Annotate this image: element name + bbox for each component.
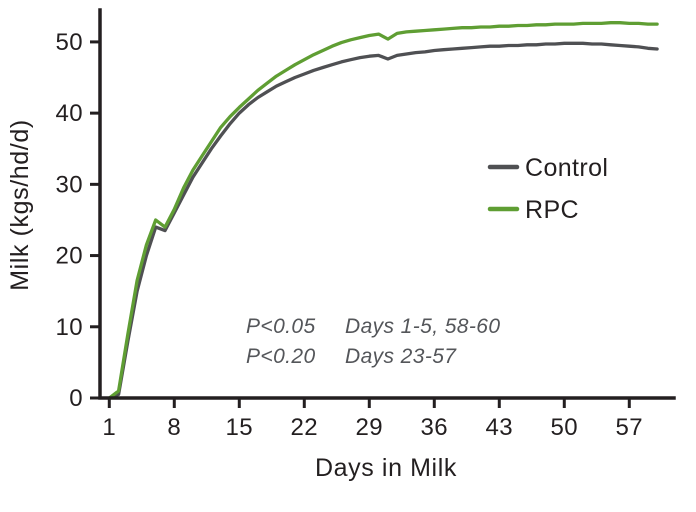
x-tick-label: 36 [421, 414, 449, 441]
annotation-pvalue-1: P<0.05 [246, 315, 316, 338]
x-tick-label: 43 [486, 414, 514, 441]
legend-label-control: Control [525, 154, 608, 182]
legend-label-rpc: RPC [525, 196, 579, 224]
y-tick-label: 0 [69, 385, 83, 412]
annotation-pvalue-2: P<0.20 [246, 345, 316, 368]
y-tick-label: 40 [56, 100, 84, 127]
y-tick-label: 20 [56, 243, 84, 270]
series-layer [107, 21, 659, 400]
x-tick-label: 29 [356, 414, 384, 441]
x-tick-label: 57 [616, 414, 644, 441]
ticks-layer: 1 8 15 22 29 36 43 50 57 0 10 20 30 40 50 [56, 29, 644, 441]
annotations: P<0.05 Days 1-5, 58-60 P<0.20 Days 23-57 [246, 315, 500, 368]
annotation-days-1: Days 1-5, 58-60 [345, 315, 500, 338]
control-line [107, 41, 659, 400]
axes [98, 8, 676, 400]
y-axis-label: Milk (kgs/hd/d) [6, 119, 34, 291]
x-axis-label: Days in Milk [315, 454, 457, 482]
rpc-line [107, 21, 659, 400]
annotation-days-2: Days 23-57 [345, 345, 457, 368]
x-tick-label: 22 [291, 414, 319, 441]
x-tick-label: 15 [226, 414, 254, 441]
legend: Control RPC [487, 154, 608, 224]
y-tick-label: 50 [56, 29, 84, 56]
y-tick-label: 30 [56, 171, 84, 198]
x-tick-label: 1 [102, 414, 116, 441]
y-tick-label: 10 [56, 314, 84, 341]
x-tick-label: 8 [167, 414, 181, 441]
x-tick-label: 50 [551, 414, 579, 441]
